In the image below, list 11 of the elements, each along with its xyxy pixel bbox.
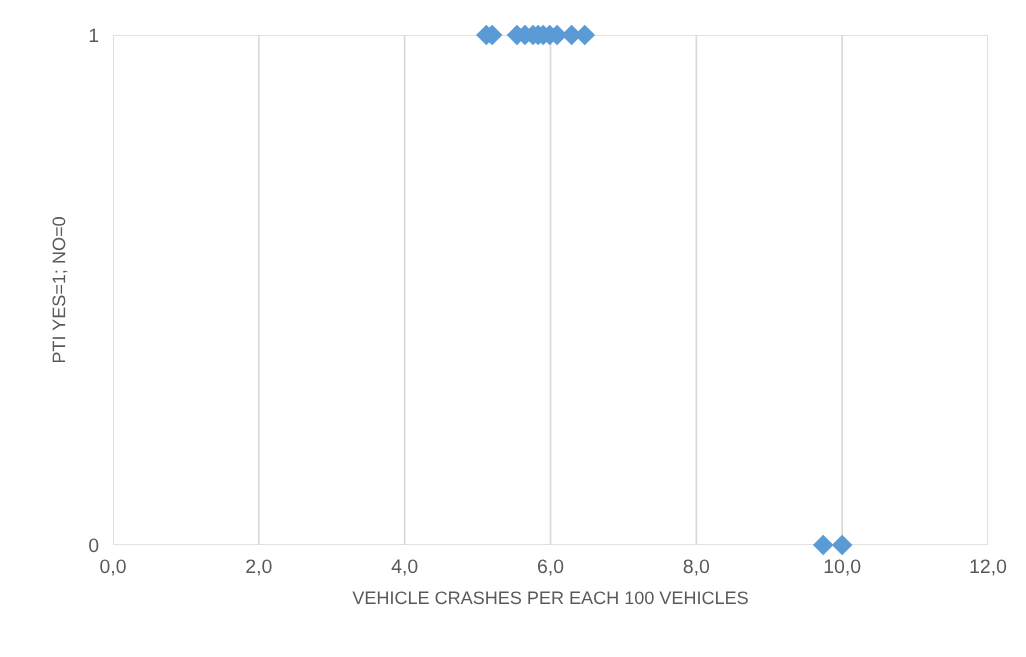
x-tick-label: 12,0 <box>970 559 1007 576</box>
x-tick-label: 8,0 <box>683 559 710 576</box>
x-tick-label: 6,0 <box>537 559 564 576</box>
x-tick-label: 0,0 <box>100 559 126 576</box>
x-axis-title: VEHICLE CRASHES PER EACH 100 VEHICLES <box>352 591 748 605</box>
x-tick-label: 4,0 <box>391 559 418 576</box>
y-axis-title: PTI YES=1; NO=0 <box>52 217 68 363</box>
y-tick-label: 1 <box>89 28 99 43</box>
x-tick-label: 10,0 <box>824 559 861 576</box>
x-tick-label: 2,0 <box>246 559 272 576</box>
y-tick-label: 0 <box>89 538 99 553</box>
